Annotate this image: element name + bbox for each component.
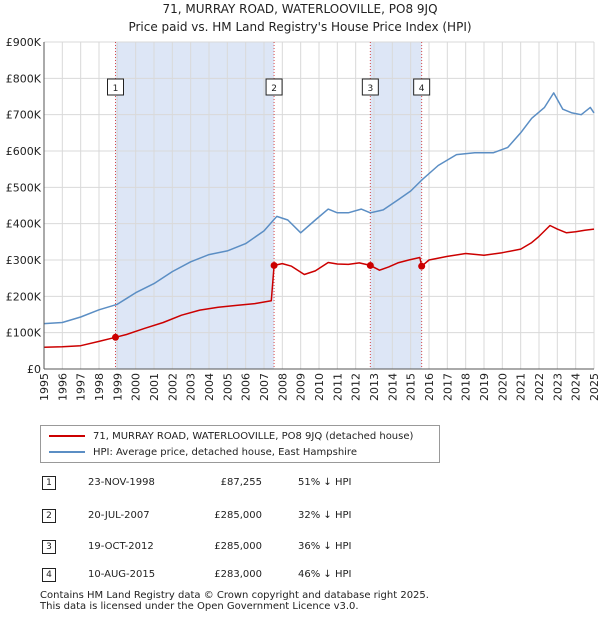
x-tick-label: 2001 xyxy=(148,373,161,401)
series-lines xyxy=(43,92,595,348)
y-tick-label: £200K xyxy=(6,290,42,303)
sale-label-number: 3 xyxy=(367,84,373,94)
sale-price: £285,000 xyxy=(214,510,262,521)
y-tick-label: £500K xyxy=(6,181,42,194)
sale-label-box xyxy=(413,78,431,96)
legend-label-hpi: HPI: Average price, detached house, East… xyxy=(93,447,357,458)
sale-label-number: 2 xyxy=(271,84,277,94)
y-tick-label: £700K xyxy=(6,109,42,122)
x-tick-label: 2011 xyxy=(331,373,344,401)
sale-labels: 1 2 3 4 xyxy=(107,78,431,96)
x-tick-label: 1998 xyxy=(93,373,106,401)
x-tick-label: 2005 xyxy=(221,373,234,401)
x-tick-label: 2023 xyxy=(551,373,564,401)
x-tick-label: 2007 xyxy=(258,373,271,401)
sale-points xyxy=(112,261,426,341)
y-tick-label: £800K xyxy=(6,72,42,85)
sale-price: £283,000 xyxy=(214,569,262,580)
x-tick-label: 2014 xyxy=(386,373,399,401)
sale-hpi-diff: 51% ↓ HPI xyxy=(298,477,352,488)
sale-price: £285,000 xyxy=(214,541,262,552)
table-row: 2 20-JUL-2007 £285,000 32% ↓ HPI xyxy=(40,507,440,527)
x-tick-label: 2016 xyxy=(423,373,436,401)
sale-hpi-diff: 32% ↓ HPI xyxy=(298,510,352,521)
table-row: 1 23-NOV-1998 £87,255 51% ↓ HPI xyxy=(40,474,440,494)
x-tick-label: 2015 xyxy=(405,373,418,401)
x-tick-label: 2021 xyxy=(515,373,528,401)
sale-number: 1 xyxy=(42,476,56,490)
x-tick-label: 2012 xyxy=(350,373,363,401)
y-tick-label: £400K xyxy=(6,218,42,231)
x-tick-label: 2024 xyxy=(570,373,583,401)
x-tick-label: 2017 xyxy=(441,373,454,401)
sale-date: 23-NOV-1998 xyxy=(88,477,155,488)
y-tick-label: £900K xyxy=(6,36,42,49)
sale-price: £87,255 xyxy=(220,477,262,488)
x-tick-label: 2002 xyxy=(166,373,179,401)
sale-point xyxy=(366,261,374,269)
sale-number: 3 xyxy=(42,540,56,554)
table-row: 4 10-AUG-2015 £283,000 46% ↓ HPI xyxy=(40,566,440,586)
x-tick-label: 2022 xyxy=(533,373,546,401)
x-tick-label: 2010 xyxy=(313,373,326,401)
sale-label-number: 4 xyxy=(419,84,425,94)
axes: 1995 1996 1997 1998 1999 2000 2001 2002 2003 2004… xyxy=(6,36,600,401)
sale-date: 19-OCT-2012 xyxy=(88,541,154,552)
hpi-series-line xyxy=(43,92,595,325)
sale-label-number: 1 xyxy=(113,84,119,94)
sale-number: 2 xyxy=(42,509,56,523)
legend-item-property: 71, MURRAY ROAD, WATERLOOVILLE, PO8 9JQ … xyxy=(49,429,413,445)
y-tick-label: £100K xyxy=(6,327,42,340)
chart-subtitle: Price paid vs. HM Land Registry's House … xyxy=(128,20,471,34)
x-tick-label: 2006 xyxy=(240,373,253,401)
table-row: 3 19-OCT-2012 £285,000 36% ↓ HPI xyxy=(40,538,440,558)
sale-point xyxy=(112,333,119,341)
sale-label-box xyxy=(107,78,124,96)
x-tick-label: 1995 xyxy=(38,373,51,401)
legend-label-property: 71, MURRAY ROAD, WATERLOOVILLE, PO8 9JQ … xyxy=(93,431,414,442)
sale-date: 20-JUL-2007 xyxy=(88,510,150,521)
y-tick-label: £300K xyxy=(6,254,42,267)
sale-point xyxy=(270,261,278,269)
sale-date: 10-AUG-2015 xyxy=(88,569,156,580)
property-series-line xyxy=(43,224,595,348)
x-tick-label: 2003 xyxy=(185,373,198,401)
y-tick-label: £600K xyxy=(6,145,42,158)
sale-label-box xyxy=(361,78,379,96)
footer-licence: This data is licensed under the Open Gov… xyxy=(40,601,359,612)
x-tick-label: 2020 xyxy=(496,373,509,401)
footer: Contains HM Land Registry data © Crown c… xyxy=(40,590,429,612)
shaded-period xyxy=(370,42,422,369)
sale-number: 4 xyxy=(42,568,56,582)
footer-copyright: Contains HM Land Registry data © Crown c… xyxy=(40,590,429,601)
legend-swatch-property xyxy=(49,435,85,437)
legend: 71, MURRAY ROAD, WATERLOOVILLE, PO8 9JQ … xyxy=(40,425,440,463)
price-chart: 71, MURRAY ROAD, WATERLOOVILLE, PO8 9JQ … xyxy=(6,2,600,401)
sale-marker-lines xyxy=(115,42,423,369)
x-tick-label: 1997 xyxy=(75,373,88,401)
x-tick-label: 2004 xyxy=(203,373,216,401)
x-tick-label: 2019 xyxy=(478,373,491,401)
x-tick-label: 2025 xyxy=(588,373,600,401)
x-tick-label: 2000 xyxy=(130,373,143,401)
shaded-period xyxy=(115,42,275,369)
sale-point xyxy=(418,262,426,270)
y-tick-label: £0 xyxy=(27,363,41,376)
x-tick-label: 2008 xyxy=(276,373,289,401)
x-tick-label: 1996 xyxy=(56,373,69,401)
legend-item-hpi: HPI: Average price, detached house, East… xyxy=(49,445,357,461)
x-tick-label: 2018 xyxy=(460,373,473,401)
shaded-ownership-periods xyxy=(115,42,422,369)
sale-hpi-diff: 46% ↓ HPI xyxy=(298,569,352,580)
sale-hpi-diff: 36% ↓ HPI xyxy=(298,541,352,552)
legend-swatch-hpi xyxy=(49,451,85,453)
sale-label-box xyxy=(265,78,283,96)
chart-title: 71, MURRAY ROAD, WATERLOOVILLE, PO8 9JQ xyxy=(162,2,437,16)
x-tick-label: 2009 xyxy=(295,373,308,401)
x-tick-label: 1999 xyxy=(111,373,124,401)
x-tick-label: 2013 xyxy=(368,373,381,401)
